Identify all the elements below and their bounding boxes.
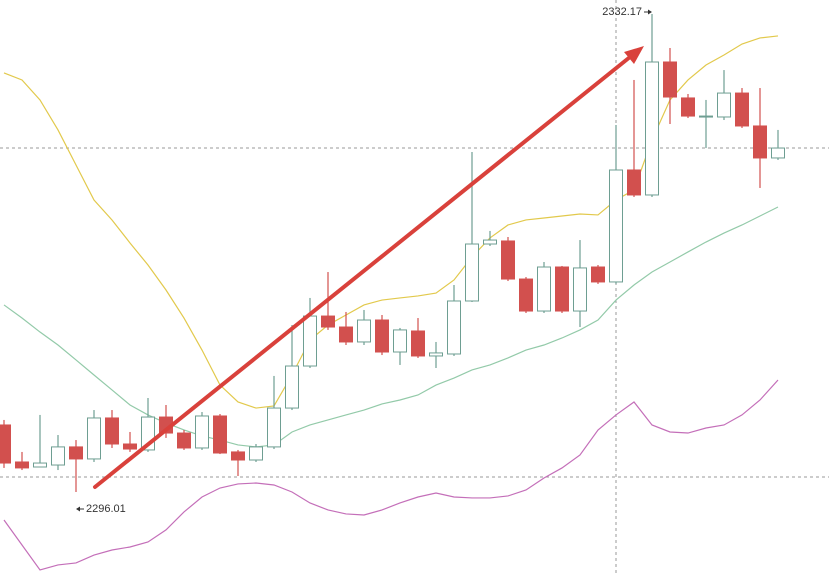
min-pointer-head (76, 506, 80, 512)
candles (0, 14, 785, 492)
candle-body (609, 169, 623, 283)
candle-body (573, 267, 587, 312)
candle-body (537, 266, 551, 312)
candle-body (267, 407, 281, 448)
indicator-line (3, 35, 779, 409)
candle-body (213, 415, 227, 454)
candle-body (285, 365, 299, 409)
candle-body (15, 461, 29, 469)
candle-body (375, 319, 389, 353)
candle-body (303, 315, 317, 367)
candle-body (591, 266, 605, 283)
candle-body (51, 446, 65, 466)
candle-body (663, 61, 677, 98)
candle-body (357, 319, 371, 343)
candle-body (231, 451, 245, 461)
candle-body (501, 240, 515, 280)
candle-body (123, 443, 137, 450)
candle-body (771, 147, 785, 159)
min-label: 2296.01 (86, 503, 126, 515)
candle-body (339, 326, 353, 343)
candle-body (87, 417, 101, 460)
trend-arrow (93, 46, 644, 489)
candle-body (717, 92, 731, 118)
candle-body (195, 415, 209, 449)
candle-body (177, 432, 191, 449)
candle-body (483, 239, 497, 245)
candle-body (411, 330, 425, 357)
candle-body (645, 61, 659, 196)
candle-body (447, 300, 461, 355)
candle-body (465, 243, 479, 302)
candle-body (627, 169, 641, 196)
max-label: 2332.17 (602, 6, 642, 18)
candle-body (69, 446, 83, 460)
markers: 2332.17 2296.01 (76, 6, 652, 515)
indicator-line (3, 379, 779, 571)
candle-body (249, 446, 263, 461)
indicator-line (3, 206, 779, 448)
candle-body (33, 462, 47, 468)
candle-body (0, 424, 11, 464)
candle-body (393, 329, 407, 353)
candle-body (735, 92, 749, 127)
candle-body (699, 115, 713, 118)
candle-body (681, 97, 695, 117)
candle-body (321, 315, 335, 328)
indicator-lines (3, 35, 779, 571)
max-pointer-head (648, 9, 652, 15)
candle-body (429, 352, 443, 357)
candle-body (105, 417, 119, 445)
candle-body (519, 278, 533, 312)
candle-body (555, 266, 569, 312)
candle-body (753, 125, 767, 159)
